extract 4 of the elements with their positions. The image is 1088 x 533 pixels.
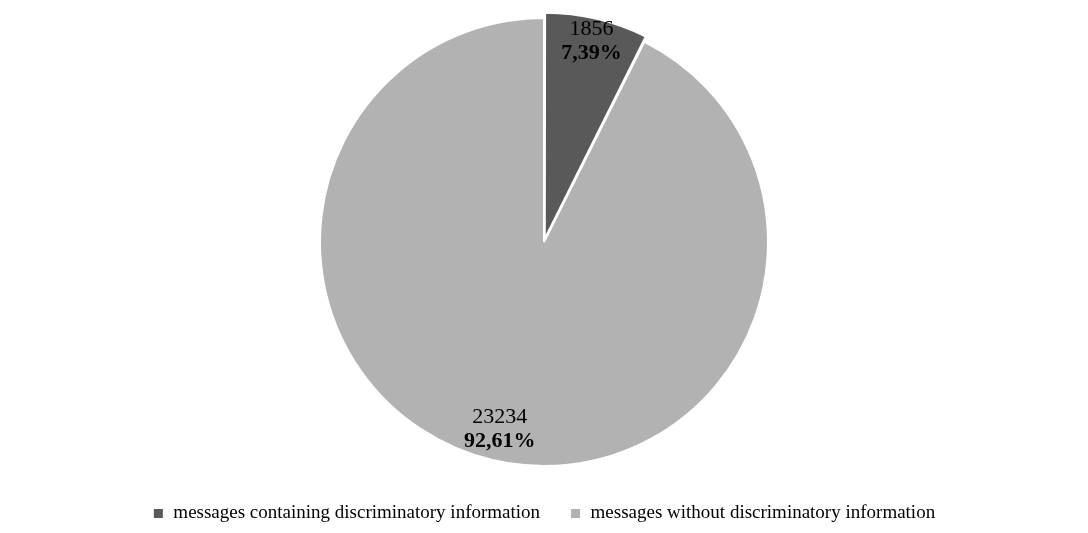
legend-label: messages without discriminatory information [590, 501, 936, 523]
data-label: 23234 92,61% [463, 403, 536, 453]
data-label: 1856 7,39% [561, 14, 622, 64]
legend-label: messages containing discriminatory information [173, 501, 541, 523]
